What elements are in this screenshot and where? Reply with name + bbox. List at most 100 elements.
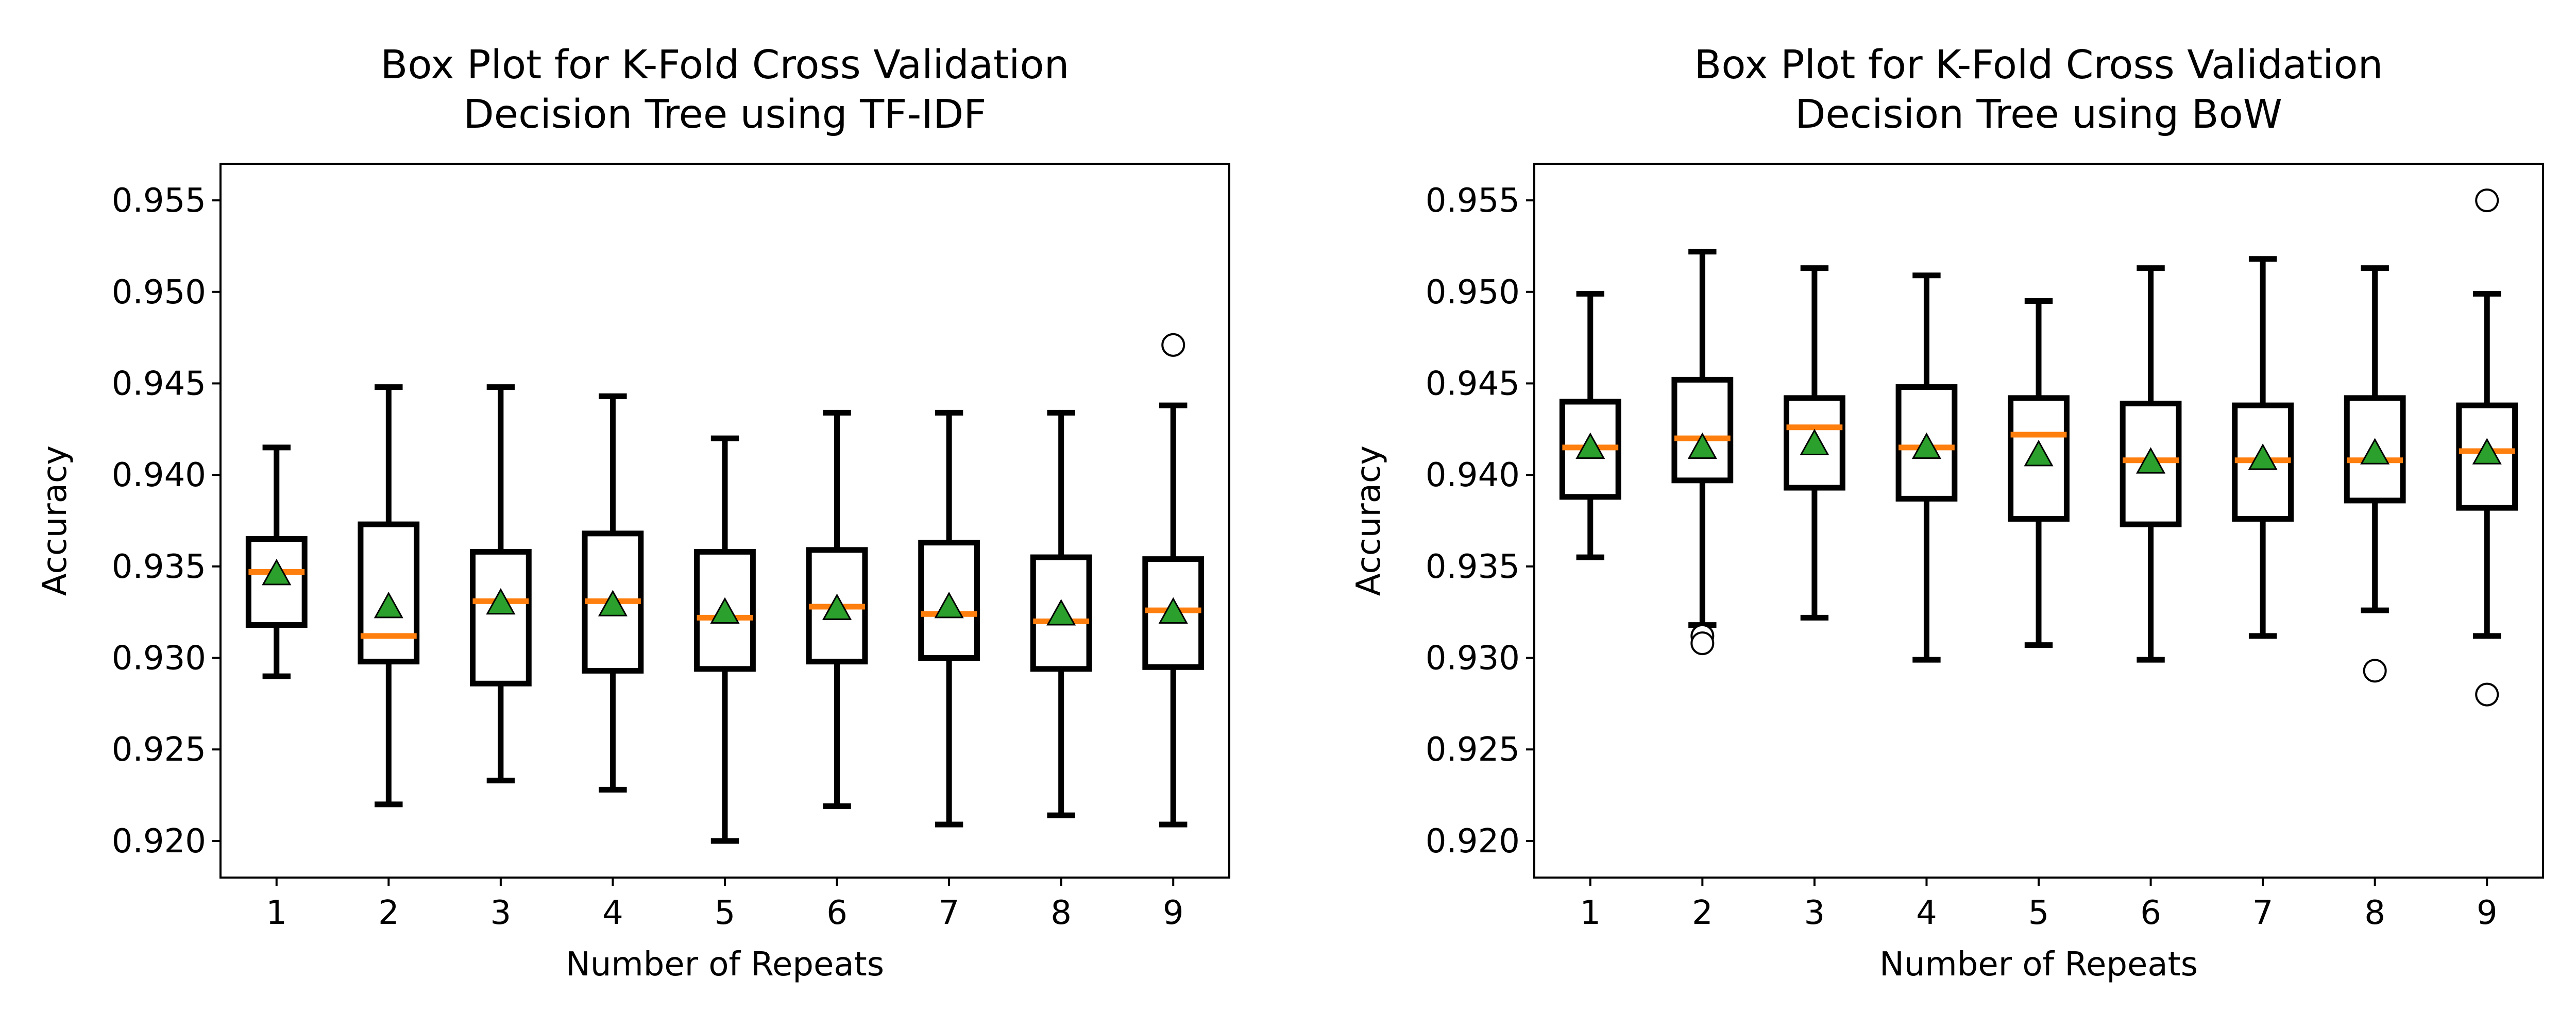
box-2: [358, 384, 420, 808]
mean-marker: [374, 591, 403, 619]
mean-marker: [1575, 432, 1605, 459]
box-body: [918, 540, 980, 661]
outlier-point: [2475, 682, 2499, 707]
y-tick-label: 0.950: [1426, 273, 1520, 312]
chart-title-line: Decision Tree using TF-IDF: [463, 92, 986, 138]
box-4: [582, 393, 644, 793]
mean-marker: [2136, 447, 2166, 474]
x-tick-label: 6: [2140, 894, 2161, 932]
box-9: [1142, 333, 1205, 828]
mean-marker: [934, 591, 964, 619]
y-tick-label: 0.945: [112, 365, 206, 403]
mean-marker: [2360, 438, 2390, 465]
y-tick-label: 0.955: [112, 182, 206, 220]
y-tick-label: 0.940: [1426, 456, 1520, 494]
x-tick-label: 3: [1804, 894, 1825, 932]
box-1: [1559, 290, 1621, 560]
y-tick-label: 0.925: [112, 731, 206, 769]
y-tick-label: 0.930: [112, 640, 206, 678]
box-body: [245, 536, 308, 628]
right-chart-panel: Box Plot for K-Fold Cross ValidationDeci…: [1350, 42, 2544, 984]
box-body: [1671, 376, 1734, 484]
box-5: [2008, 298, 2070, 648]
box-body: [1030, 554, 1092, 672]
box-3: [470, 384, 532, 784]
y-tick-label: 0.925: [1426, 731, 1520, 769]
chart-title-line: Decision Tree using BoW: [1795, 92, 2282, 138]
box-body: [1895, 384, 1958, 502]
y-tick-label: 0.935: [1426, 548, 1520, 586]
x-tick-label: 4: [602, 894, 623, 932]
y-axis-label: Accuracy: [36, 445, 74, 596]
x-axis-label: Number of Repeats: [566, 946, 884, 984]
x-tick-label: 6: [826, 894, 848, 932]
x-tick-label: 2: [378, 894, 399, 932]
outlier-point: [1161, 333, 1185, 357]
mean-marker: [2248, 443, 2278, 470]
x-tick-label: 9: [1163, 894, 1184, 932]
box-4: [1895, 272, 1958, 663]
x-axis-label: Number of Repeats: [1879, 946, 2198, 984]
box-body: [2456, 402, 2518, 511]
box-9: [2456, 188, 2518, 707]
box-7: [2232, 256, 2294, 639]
x-tick-label: 8: [1050, 894, 1072, 932]
box-6: [806, 409, 868, 809]
mean-marker: [486, 588, 516, 615]
x-tick-label: 5: [715, 894, 736, 932]
mean-marker: [1158, 597, 1188, 624]
box-body: [694, 548, 756, 672]
mean-marker: [262, 558, 292, 586]
mean-marker: [1687, 432, 1717, 459]
box-7: [918, 409, 980, 828]
y-tick-label: 0.950: [112, 273, 206, 312]
box-3: [1784, 265, 1845, 621]
box-5: [694, 435, 756, 844]
box-body: [1784, 395, 1845, 491]
box-body: [358, 521, 420, 665]
box-body: [2120, 401, 2182, 527]
box-2: [1671, 249, 1734, 656]
mean-marker: [2472, 438, 2502, 465]
x-tick-label: 2: [1692, 894, 1713, 932]
y-tick-label: 0.955: [1426, 182, 1520, 220]
outlier-point: [2363, 659, 2387, 683]
x-tick-label: 8: [2364, 894, 2385, 932]
mean-marker: [598, 590, 628, 616]
box-1: [245, 444, 308, 679]
x-tick-label: 4: [1916, 894, 1937, 932]
outlier-point: [1690, 631, 1715, 656]
mean-marker: [822, 593, 852, 620]
box-6: [2120, 265, 2182, 663]
y-tick-label: 0.920: [1426, 822, 1520, 861]
mean-marker: [710, 597, 740, 624]
mean-marker: [1800, 428, 1829, 456]
box-body: [2008, 395, 2070, 522]
x-tick-label: 9: [2477, 894, 2498, 932]
box-body: [470, 548, 532, 686]
box-8: [1030, 409, 1092, 818]
mean-marker: [2024, 439, 2054, 467]
y-tick-label: 0.945: [1426, 365, 1520, 403]
left-chart-panel: Box Plot for K-Fold Cross ValidationDeci…: [36, 42, 1230, 984]
mean-marker: [1046, 599, 1076, 626]
x-tick-label: 1: [1580, 894, 1601, 932]
x-tick-label: 7: [939, 894, 960, 932]
box-body: [2344, 395, 2406, 504]
y-tick-label: 0.940: [112, 456, 206, 494]
chart-title-line: Box Plot for K-Fold Cross Validation: [1694, 42, 2383, 88]
y-tick-label: 0.920: [112, 822, 206, 861]
box-8: [2344, 265, 2406, 683]
x-tick-label: 5: [2028, 894, 2049, 932]
mean-marker: [1911, 432, 1941, 459]
chart-title-line: Box Plot for K-Fold Cross Validation: [381, 42, 1070, 88]
outlier-point: [2475, 188, 2499, 213]
y-tick-label: 0.930: [1426, 640, 1520, 678]
x-tick-label: 7: [2252, 894, 2274, 932]
x-tick-label: 3: [490, 894, 512, 932]
y-tick-label: 0.935: [112, 548, 206, 586]
x-tick-label: 1: [266, 894, 287, 932]
y-axis-label: Accuracy: [1350, 445, 1388, 596]
